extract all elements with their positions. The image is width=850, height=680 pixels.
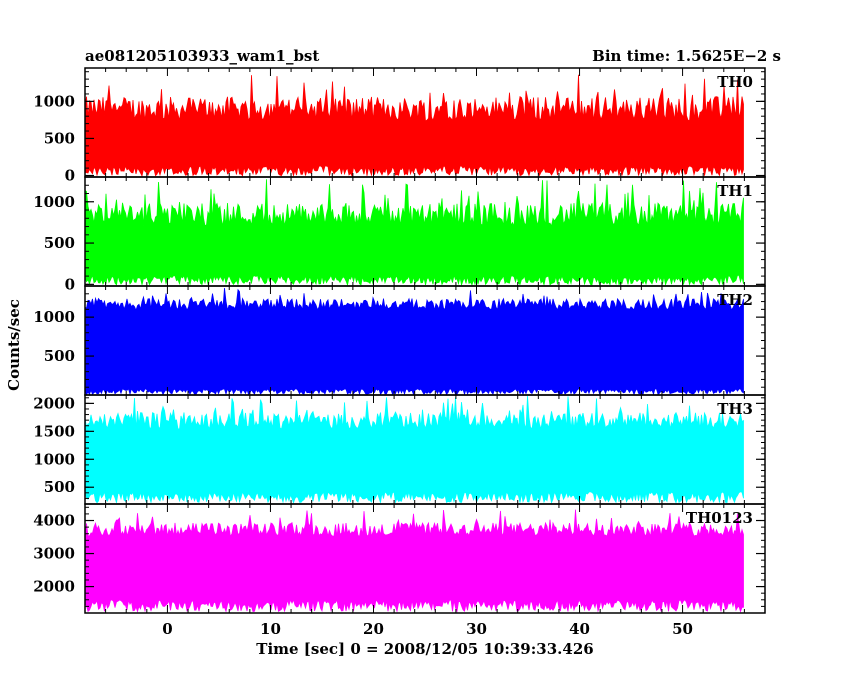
series-th0123 [85,509,744,613]
panels: 0 500 1000 TH0 0 500 1000 TH1 500 1000 TH2 500 1000 1… [33,67,766,614]
y-tick-label: 500 [44,234,75,252]
series-th0 [85,74,744,177]
panel-th0: 0 500 1000 TH0 [33,67,766,185]
x-axis-label: Time [sec] 0 = 2008/12/05 10:39:33.426 [256,640,593,658]
panel-th0123: 2000 3000 4000 TH0123 [33,503,766,614]
panel-label: TH0123 [686,509,753,527]
x-tick-label: 30 [466,620,487,638]
y-tick-label: 1000 [33,193,75,211]
panel-frame [84,503,766,614]
x-axis: 0 10 20 30 40 50 [162,620,693,638]
x-tick-label: 40 [569,620,590,638]
y-tick-label: 3000 [33,545,75,563]
y-tick-label: 1500 [33,422,75,440]
y-tick-label: 500 [44,347,75,365]
panel-label: TH3 [717,400,753,418]
panel-label: TH1 [717,182,753,200]
y-axis-label: Counts/sec [5,299,23,391]
x-tick-label: 50 [672,620,693,638]
y-tick-label: 1000 [33,92,75,110]
series-th1 [85,179,744,286]
y-tick-label: 2000 [33,578,75,596]
y-tick-label: 4000 [33,512,75,530]
y-tick-label: 1000 [33,308,75,326]
panel-th3: 500 1000 1500 2000 TH3 [33,394,766,505]
panel-label: TH0 [717,73,753,91]
series-th3 [85,395,744,504]
x-tick-label: 0 [162,620,172,638]
y-tick-label: 1000 [33,450,75,468]
x-tick-label: 20 [363,620,384,638]
panel-label: TH2 [717,291,753,309]
series-th2 [85,287,744,395]
y-tick-label: 0 [65,275,75,293]
figure-title: ae081205103933_wam1_bst [85,47,319,65]
y-tick-label: 0 [65,167,75,185]
y-tick-label: 500 [44,129,75,147]
y-tick-label: 500 [44,478,75,496]
panel-th2: 500 1000 TH2 [33,285,766,396]
y-tick-label: 2000 [33,394,75,412]
x-tick-label: 10 [260,620,281,638]
panel-th1: 0 500 1000 TH1 [33,176,766,293]
bin-time-label: Bin time: 1.5625E−2 s [592,47,781,65]
